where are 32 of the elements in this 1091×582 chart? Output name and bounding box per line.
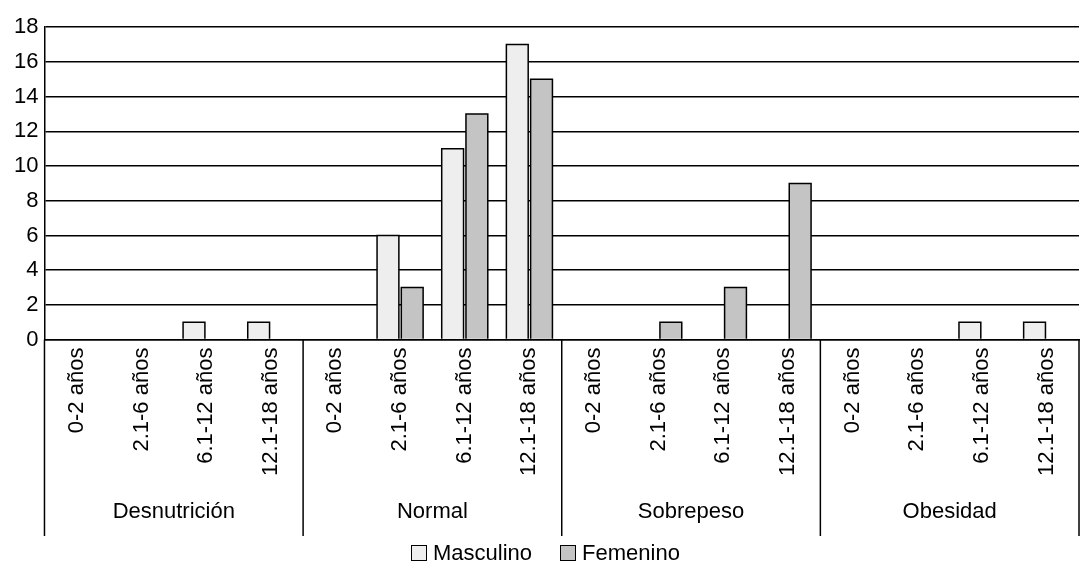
x-tick-label: 2.1-6 años [386,347,412,452]
text: Normal [396,498,468,524]
y-tick-label: 4 [26,256,39,282]
x-tick-label: 6.1-12 años [450,347,476,464]
text: Sobrepeso [637,498,745,524]
y-tick-label: 0 [26,325,39,351]
legend-label: Femenino [582,540,680,566]
y-tick-label: 16 [13,47,39,73]
text: Desnutrición [112,498,235,524]
y-tick-label: 6 [26,221,39,247]
x-tick-label: 12.1-18 años [774,347,800,476]
y-tick-label: 14 [13,82,39,108]
y-tick-label: 8 [26,186,39,212]
x-tick-label: 12.1-18 años [515,347,541,476]
x-tick-label: 0-2 años [838,347,864,434]
y-tick-label: 2 [26,290,39,316]
x-tick-label: 12.1-18 años [1032,347,1058,476]
x-tick-label: 6.1-12 años [709,347,735,464]
x-tick-label: 12.1-18 años [256,347,282,476]
legend-label: Masculino [433,540,533,566]
y-tick-label: 10 [13,152,39,178]
x-tick-label: 0-2 años [321,347,347,434]
x-tick-label: 2.1-6 años [127,347,153,452]
x-tick-label: 2.1-6 años [644,347,670,452]
x-tick-label: 2.1-6 años [903,347,929,452]
y-tick-label: 12 [13,117,39,143]
x-tick-label: 0-2 años [62,347,88,434]
text: Obesidad [902,498,997,524]
x-tick-label: 0-2 años [580,347,606,434]
x-tick-label: 6.1-12 años [192,347,218,464]
y-tick-label: 18 [13,13,39,39]
x-tick-label: 6.1-12 años [968,347,994,464]
